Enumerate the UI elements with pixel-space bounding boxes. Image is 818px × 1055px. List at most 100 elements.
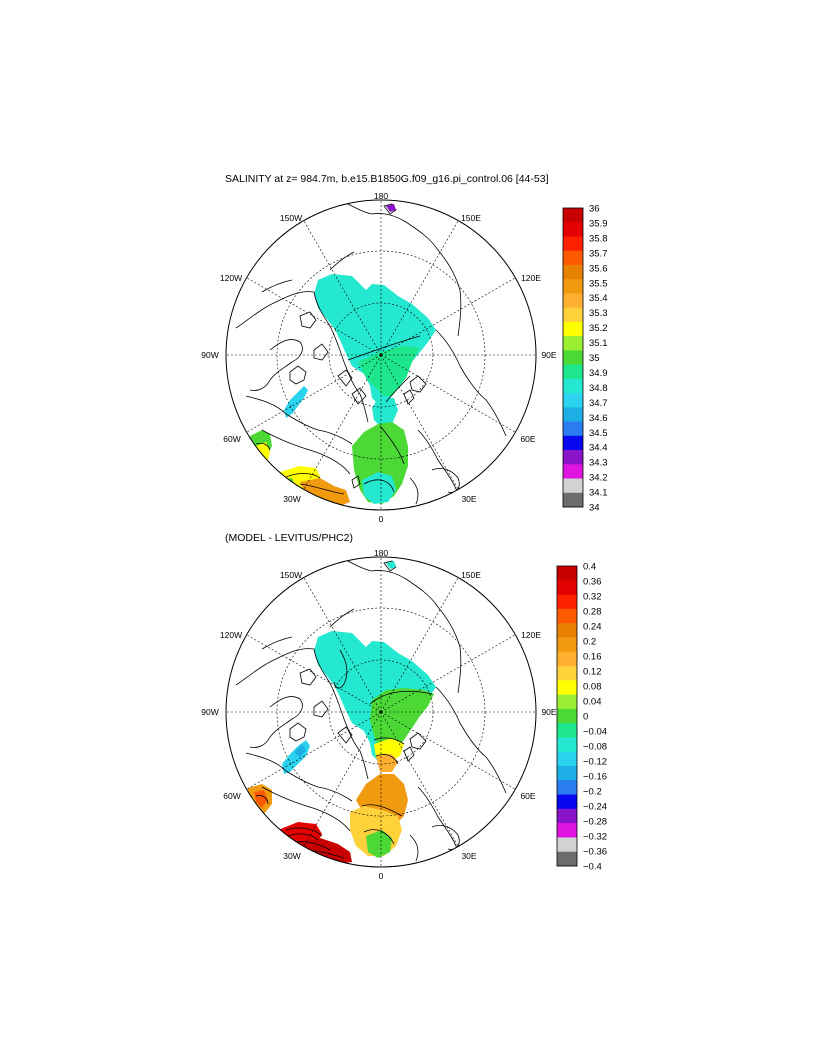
lon-label: 90W	[201, 707, 218, 717]
lon-label: 90E	[541, 350, 556, 360]
colorbar-label: −0.08	[583, 742, 607, 753]
colorbar-swatch	[563, 222, 583, 237]
colorbar-swatch	[557, 794, 577, 810]
lon-label: 0	[379, 871, 384, 881]
colorbar-swatch	[557, 566, 577, 581]
lon-label: 150E	[461, 570, 481, 580]
colorbar-label: −0.24	[583, 802, 607, 813]
colorbar-label: 35.8	[589, 233, 608, 244]
lon-label: 0	[379, 514, 384, 524]
colorbar-swatch	[563, 336, 583, 351]
eurasian-basin-fill	[370, 688, 434, 752]
colorbar-swatch	[563, 364, 583, 380]
colorbar-label: 34.2	[589, 473, 608, 484]
lon-label: 30E	[461, 851, 476, 861]
colorbar-swatch	[557, 708, 577, 724]
colorbar-label: 34.3	[589, 458, 608, 469]
lon-label: 120W	[220, 273, 242, 283]
colorbar-swatch	[557, 823, 577, 838]
colorbar-label: 35.5	[589, 278, 608, 289]
colorbar-swatch	[557, 594, 577, 610]
lon-label: 60W	[223, 791, 240, 801]
colorbar-label: 35.9	[589, 218, 608, 229]
cyan-spot	[386, 561, 396, 569]
colorbar-swatch	[563, 378, 583, 394]
polar-map	[226, 200, 536, 510]
lon-label: 150E	[461, 213, 481, 223]
colorbar-swatch	[563, 492, 583, 508]
colorbar-label: −0.16	[583, 772, 607, 783]
colorbar-swatch	[563, 208, 583, 223]
rockall-fill	[300, 478, 350, 506]
lon-label: 180	[374, 548, 388, 558]
colorbar-label: 34.9	[589, 368, 608, 379]
colorbar: 36 35.9 35.8 35.7 35.6 35.5 35.4 35.3 35.2 35.1 35…	[562, 204, 608, 514]
panel-difference: (MODEL - LEVITUS/PHC2)	[201, 532, 607, 881]
labrador-sea-red	[254, 790, 268, 808]
colorbar-swatch	[557, 837, 577, 853]
colorbar-label: 34.1	[589, 488, 608, 499]
colorbar-swatch	[557, 651, 577, 667]
map-boundary	[225, 556, 537, 868]
colorbar-label: 0.16	[583, 652, 602, 663]
colorbar-label: 35.3	[589, 308, 608, 319]
lon-label: 120W	[220, 630, 242, 640]
colorbar-label: 34	[589, 503, 600, 514]
baffin-bay-fill	[284, 386, 308, 418]
colorbar-swatch	[557, 737, 577, 753]
colorbar-swatch	[557, 666, 577, 681]
colorbar-swatch	[563, 464, 583, 479]
colorbar-swatch	[563, 435, 583, 451]
colorbar: 0.4 0.36 0.32 0.28 0.24 0.2 0.16 0.12 0.08 0.04 0 −…	[556, 562, 607, 873]
longitude-labels: 180 150E 120E 90E 60E 30E 0 30W 60W 90W …	[201, 548, 557, 881]
lon-label: 120E	[521, 273, 541, 283]
colorbar-swatch	[563, 279, 583, 294]
lon-label: 120E	[521, 630, 541, 640]
lon-label: 150W	[280, 570, 302, 580]
colorbar-swatch	[557, 637, 577, 653]
colorbar-label: −0.36	[583, 847, 607, 858]
colorbar-label: 34.4	[589, 443, 608, 454]
colorbar-label: 34.5	[589, 428, 608, 439]
colorbar-swatch	[563, 321, 583, 337]
colorbar-label: 0.32	[583, 592, 602, 603]
colorbar-swatch	[563, 421, 583, 437]
colorbar-swatch	[563, 264, 583, 280]
lon-label: 60E	[520, 791, 535, 801]
colorbar-swatch	[563, 407, 583, 422]
colorbar-label: −0.04	[583, 727, 607, 738]
colorbar-label: 0.08	[583, 682, 602, 693]
colorbar-label: −0.32	[583, 832, 607, 843]
salinity-field	[250, 274, 436, 506]
colorbar-swatch	[563, 236, 583, 252]
colorbar-label: 0.28	[583, 607, 602, 618]
graticule	[226, 200, 536, 510]
colorbar-swatch	[557, 851, 577, 867]
colorbar-swatch	[557, 780, 577, 795]
colorbar-label: −0.12	[583, 757, 607, 768]
norwegian-coast-fill	[362, 472, 396, 504]
colorbar-label: 34.7	[589, 398, 608, 409]
colorbar-label: 35.6	[589, 263, 608, 274]
longitude-labels: 180 150E 120E 90E 60E 30E 0 30W 60W 90W …	[201, 191, 557, 524]
colorbar-label: 0.4	[583, 562, 596, 573]
colorbar-label: 36	[589, 204, 600, 215]
colorbar-label: 34.6	[589, 413, 608, 424]
graticule	[226, 557, 536, 867]
colorbar-swatch	[563, 350, 583, 366]
colorbar-label: 0	[583, 712, 588, 723]
colorbar-swatch	[563, 393, 583, 408]
fram-strait-fill	[372, 398, 398, 428]
colorbar-label: 35.1	[589, 338, 608, 349]
colorbar-swatch	[563, 293, 583, 309]
colorbar-label: 35.7	[589, 248, 608, 259]
coastlines	[235, 200, 507, 505]
lon-label: 30W	[283, 494, 300, 504]
lon-label: 30W	[283, 851, 300, 861]
colorbar-swatch	[557, 608, 577, 624]
baffin-bay-blue	[294, 744, 306, 758]
colorbar-swatch	[557, 751, 577, 767]
colorbar-label: 35.2	[589, 323, 608, 334]
fram-strait-orange	[376, 754, 398, 772]
contour-lines	[255, 335, 421, 495]
